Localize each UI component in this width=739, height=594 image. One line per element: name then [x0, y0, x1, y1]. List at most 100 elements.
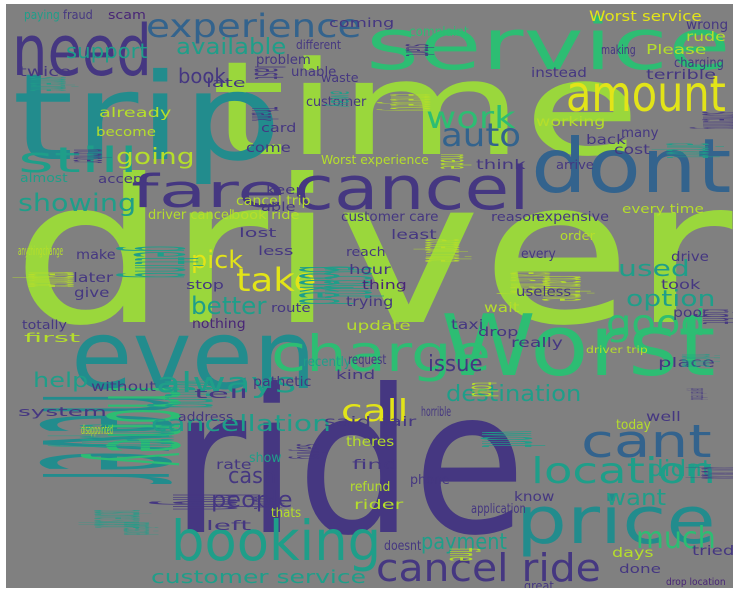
- word-doesnt: doesnt: [384, 539, 422, 554]
- word-order: order: [560, 229, 595, 243]
- word-first: first: [24, 331, 81, 345]
- word-available: available: [176, 35, 287, 60]
- word-waste: waste: [321, 71, 359, 85]
- word-give: give: [74, 286, 110, 301]
- word-customer-care: customer care: [341, 210, 439, 225]
- word-tried: tried: [692, 544, 733, 559]
- word-support: support: [66, 39, 148, 63]
- word-left: left: [206, 519, 252, 534]
- word-booking: booking: [171, 509, 382, 573]
- word-theres: theres: [346, 435, 395, 450]
- word-driver-cancel: driver cancel: [148, 208, 233, 223]
- word-less: less: [258, 244, 294, 258]
- word-much: much: [636, 521, 716, 556]
- word-think: think: [476, 158, 526, 173]
- word-cant: cant: [581, 415, 712, 468]
- word-work: work: [426, 101, 516, 136]
- word-back: back: [586, 133, 626, 148]
- word-keep: keep: [266, 183, 306, 197]
- word-disappointed: disappointed: [81, 423, 113, 437]
- word-showing: showing: [18, 189, 137, 217]
- word-terrible: terrible: [646, 68, 717, 83]
- word-last: last: [245, 66, 291, 80]
- word-saying: saying: [287, 444, 333, 459]
- word-auto: auto: [441, 116, 522, 154]
- word-ridiculous: ridiculous: [670, 354, 728, 368]
- word-card: card: [261, 121, 297, 135]
- word-fare: fare: [131, 165, 286, 218]
- word-experience: experience: [146, 7, 362, 45]
- word-stop: stop: [186, 278, 224, 292]
- word-made: made: [431, 154, 477, 170]
- word-customer-service: customer service: [151, 567, 366, 588]
- word-didnt: didnt: [648, 457, 712, 482]
- word-address: address: [178, 410, 234, 424]
- word-different: different: [296, 38, 341, 52]
- word-recently: recently: [303, 355, 351, 370]
- word-cancel: cancel: [294, 154, 530, 224]
- word-come: come: [246, 141, 291, 156]
- word-cancellation: cancellation: [151, 412, 331, 437]
- word-call: call: [341, 394, 409, 429]
- word-making: making: [601, 43, 636, 57]
- word-coming: coming: [329, 16, 395, 30]
- word-drop-location: drop location: [666, 577, 726, 588]
- word-tell: tell: [194, 387, 249, 401]
- word-make: make: [76, 248, 116, 263]
- word-help: help: [33, 368, 89, 392]
- word-payment: payment: [421, 530, 508, 555]
- word-worst-experience: Worst experience: [321, 153, 429, 167]
- word-take: take: [236, 261, 317, 299]
- word-refund: refund: [350, 480, 391, 495]
- word-later: later: [73, 271, 114, 286]
- word-kind: kind: [336, 368, 376, 382]
- word-still: still: [18, 141, 139, 181]
- word-pickup: pickup: [683, 467, 733, 480]
- word-right: right: [692, 309, 733, 324]
- word-took: took: [661, 278, 701, 293]
- word-instead: instead: [531, 66, 587, 81]
- word-every-time: every time: [622, 202, 704, 216]
- word-pick: pick: [191, 246, 243, 274]
- word-cancel-ride: cancel ride: [376, 546, 601, 588]
- word-issue: issue: [428, 352, 483, 377]
- word-reason: reason: [491, 210, 541, 224]
- word-almost: almost: [20, 171, 68, 185]
- word-service: service: [366, 4, 731, 86]
- word-destination: destination: [446, 382, 582, 407]
- word-point: point: [244, 496, 290, 510]
- word-charging: charging: [674, 56, 724, 71]
- word-trying: trying: [346, 295, 394, 310]
- word-dont: dont: [531, 122, 732, 210]
- word-well: well: [646, 410, 681, 425]
- word-driver-trip: driver trip: [586, 345, 648, 356]
- word-drop: drop: [478, 325, 519, 339]
- word-cash: cash: [228, 464, 276, 489]
- word-hour: hour: [349, 263, 391, 278]
- word-place: place: [658, 356, 715, 371]
- word-trip: trip: [12, 49, 282, 188]
- word-cost: cost: [614, 143, 650, 158]
- word-system: system: [18, 405, 107, 419]
- word-please: Please: [646, 43, 707, 58]
- word-drive: drive: [671, 250, 709, 265]
- word-great: great: [524, 579, 554, 588]
- word-told: told: [463, 382, 503, 398]
- word-fraud: fraud: [63, 8, 93, 22]
- word-twice: twice: [19, 65, 72, 80]
- word-scam: scam: [108, 8, 146, 22]
- word-nothing: nothing: [192, 317, 246, 332]
- word-fair: fair: [382, 415, 417, 430]
- word-without: without: [91, 380, 156, 395]
- word-working: working: [536, 115, 606, 130]
- word-reach: reach: [346, 245, 386, 259]
- word-show: show: [249, 451, 282, 466]
- word-book: book: [178, 64, 226, 88]
- word-useless: useless: [516, 285, 572, 300]
- word-better: better: [191, 292, 267, 320]
- word-cancel-trip: cancel trip: [236, 194, 311, 209]
- word-start: start: [396, 44, 442, 57]
- word-arrive: arrive: [556, 158, 594, 172]
- word-become: become: [96, 125, 157, 139]
- word-thats: thats: [271, 506, 302, 521]
